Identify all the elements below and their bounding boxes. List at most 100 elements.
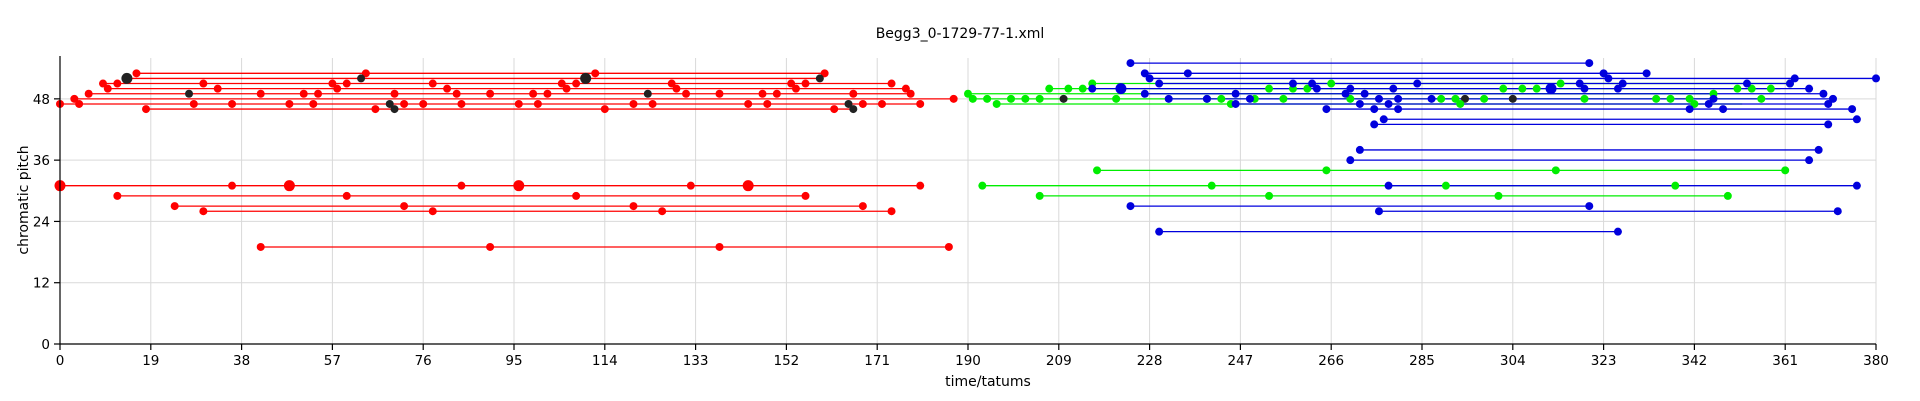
note-point-red [648, 99, 657, 108]
note-point-green [1451, 94, 1460, 103]
x-tick-label: 57 [324, 353, 341, 369]
note-point-green [1781, 166, 1790, 175]
note-point-blue [1288, 79, 1297, 88]
note-point-green [983, 94, 992, 103]
note-point-red [170, 202, 179, 211]
note-point-red [643, 89, 652, 98]
note-point-green [1766, 84, 1775, 93]
axes: 0 19 38 57 76 95 114 133 152 171 190 209 228 247 266 28… [33, 56, 1889, 369]
note-point-green [1064, 84, 1073, 93]
note-point-green [1508, 94, 1517, 103]
note-point-red [763, 99, 772, 108]
note-point-green [1437, 94, 1446, 103]
note-point-blue [1115, 83, 1127, 95]
note-point-blue [1642, 69, 1651, 78]
note-point-red [333, 84, 342, 93]
note-point-red [342, 191, 351, 200]
note-point-blue [1145, 74, 1154, 83]
note-point-green [1757, 94, 1766, 103]
y-tick-label: 48 [33, 92, 50, 108]
x-tick-label: 171 [864, 353, 890, 369]
note-point-red [256, 89, 265, 98]
x-tick-label: 209 [1046, 353, 1072, 369]
note-point-blue [1341, 89, 1350, 98]
gridlines [59, 58, 1877, 345]
note-point-green [1747, 84, 1756, 93]
note-point-green [968, 94, 977, 103]
note-point-red [213, 84, 222, 93]
note-point-red [591, 69, 600, 78]
note-point-red [887, 207, 896, 216]
y-axis-label: chromatic pitch [16, 145, 32, 254]
note-point-green [1093, 166, 1102, 175]
note-point-green [1265, 84, 1274, 93]
note-point-blue [1814, 145, 1823, 154]
note-point-blue [1719, 105, 1728, 114]
note-point-red [361, 69, 370, 78]
x-tick-label: 228 [1137, 353, 1163, 369]
note-point-blue [1805, 156, 1814, 165]
note-points [54, 59, 1880, 251]
note-point-red [513, 180, 525, 192]
note-point-green [1532, 84, 1541, 93]
x-tick-label: 361 [1772, 353, 1798, 369]
note-point-red [185, 89, 194, 98]
note-point-red [944, 242, 953, 251]
note-point-blue [1355, 145, 1364, 154]
note-point-blue [1413, 79, 1422, 88]
x-tick-label: 247 [1228, 353, 1254, 369]
note-point-blue [1580, 84, 1589, 93]
note-point-blue [1140, 69, 1149, 78]
note-point-red [772, 89, 781, 98]
note-point-green [1217, 94, 1226, 103]
note-point-red [142, 105, 151, 114]
note-point-blue [1183, 69, 1192, 78]
note-point-green [1685, 94, 1694, 103]
note-point-red [390, 89, 399, 98]
x-axis-label: time/tatums [945, 374, 1031, 390]
note-point-red [791, 84, 800, 93]
note-point-red [299, 89, 308, 98]
note-point-green [1021, 94, 1030, 103]
note-point-red [901, 84, 910, 93]
note-point-red [887, 79, 896, 88]
note-point-blue [1427, 94, 1436, 103]
note-point-red [849, 105, 858, 114]
note-point-red [758, 89, 767, 98]
note-point-red [371, 105, 380, 114]
note-point-red [199, 79, 208, 88]
note-point-red [99, 79, 108, 88]
note-point-red [443, 84, 452, 93]
note-point-red [877, 99, 886, 108]
note-point-green [1480, 94, 1489, 103]
note-point-blue [1742, 79, 1751, 88]
note-point-green [1327, 79, 1336, 88]
note-point-red [228, 181, 237, 190]
note-point-red [400, 99, 409, 108]
x-tick-label: 95 [505, 353, 522, 369]
note-point-red [285, 99, 294, 108]
note-point-blue [1790, 74, 1799, 83]
note-point-blue [1618, 79, 1627, 88]
x-tick-label: 323 [1591, 353, 1617, 369]
note-point-blue [1613, 227, 1622, 236]
note-point-blue [1126, 202, 1135, 211]
note-point-red [113, 79, 122, 88]
x-tick-label: 342 [1682, 353, 1708, 369]
note-point-blue [1384, 99, 1393, 108]
note-point-red [742, 180, 754, 192]
note-point-blue [1819, 89, 1828, 98]
note-point-red [400, 202, 409, 211]
note-point-blue [1202, 94, 1211, 103]
note-point-red [529, 89, 538, 98]
note-point-red [256, 242, 265, 251]
note-point-blue [1613, 84, 1622, 93]
note-point-red [572, 191, 581, 200]
note-point-red [916, 181, 925, 190]
note-point-blue [1704, 99, 1713, 108]
note-point-green [964, 89, 972, 98]
note-point-green [978, 181, 987, 190]
note-point-green [1456, 99, 1465, 108]
y-tick-label: 36 [33, 153, 50, 169]
note-point-red [342, 79, 351, 88]
